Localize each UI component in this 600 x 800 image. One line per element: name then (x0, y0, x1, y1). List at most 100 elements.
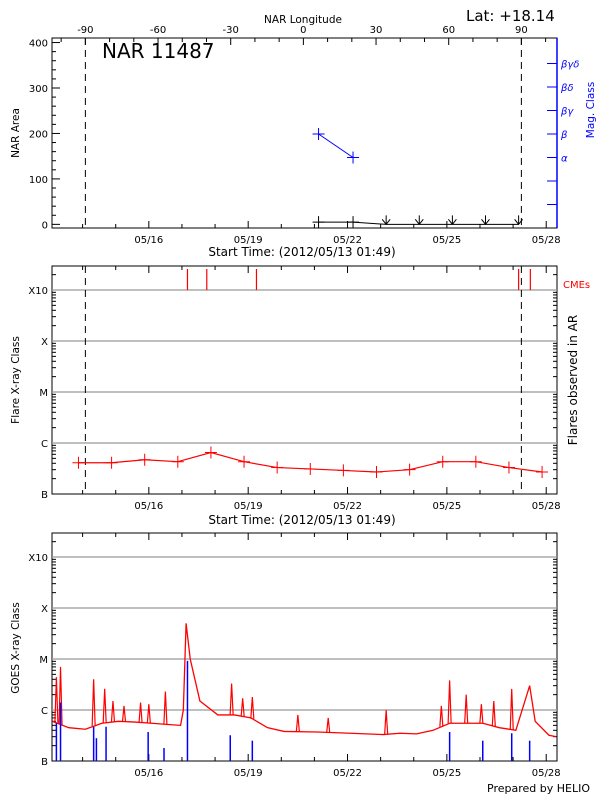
top-tick-label: -30 (223, 25, 239, 36)
flare-point (238, 455, 251, 468)
flare-point (271, 461, 284, 474)
x-tick-label: 05/16 (134, 501, 163, 512)
mag-class-tick-label: β (560, 130, 568, 141)
x-tick-label: 05/16 (134, 768, 163, 779)
y-tick-label: C (41, 706, 48, 717)
panel1-xlabel: Start Time: (2012/05/13 01:49) (208, 245, 395, 259)
flare-point (138, 453, 151, 466)
area-point (347, 216, 360, 229)
area-point (312, 216, 325, 229)
x-tick-label: 05/25 (432, 768, 461, 779)
top-tick-label: 90 (515, 25, 528, 36)
x-tick-label: 05/19 (234, 235, 263, 246)
panel2-right-label: Flares observed in AR (566, 315, 580, 445)
x-tick-label: 05/22 (333, 501, 362, 512)
panel2-xlabel: Start Time: (2012/05/13 01:49) (208, 513, 395, 527)
mag-class-tick-label: α (561, 154, 568, 165)
top-tick-label: 0 (300, 25, 306, 36)
goes-long-spike (110, 700, 116, 722)
area-upper-limit-arrow (414, 215, 424, 226)
flare-point (304, 462, 317, 475)
flare-point (469, 455, 482, 468)
y-tick-label: 100 (29, 175, 48, 186)
goes-long-spike (240, 698, 245, 717)
area-upper-limit-arrow (481, 215, 490, 226)
goes-long-spike (138, 702, 143, 723)
x-tick-label: 05/19 (234, 501, 263, 512)
y-tick-label: M (39, 388, 48, 399)
mag-class-tick-label: βγδ (560, 60, 579, 71)
x-tick-label: 05/25 (432, 501, 461, 512)
flare-point (171, 455, 184, 468)
panel3-ylabel: GOES X-ray Class (10, 602, 22, 693)
mag-class-point (347, 151, 360, 164)
y-tick-label: B (41, 490, 48, 501)
y-tick-label: 0 (42, 220, 48, 231)
x-tick-label: 05/28 (532, 501, 561, 512)
goes-long-spike (91, 679, 96, 727)
goes-long-spike (163, 691, 168, 725)
panel2-ylabel: Flare X-ray Class (10, 336, 22, 424)
x-tick-label: 05/25 (432, 235, 461, 246)
y-tick-label: 400 (29, 39, 48, 50)
area-upper-limit-arrow (447, 215, 457, 226)
x-tick-label: 05/28 (532, 768, 561, 779)
panel1-ylabel: NAR Area (10, 108, 22, 158)
flare-point (72, 456, 85, 469)
flare-point (337, 464, 350, 477)
goes-long-spike (384, 709, 389, 735)
top-tick-label: 60 (442, 25, 455, 36)
goes-long-spike (146, 704, 151, 724)
panel1-frame (51, 37, 558, 229)
y-tick-label: M (39, 655, 48, 666)
y-tick-label: X (41, 337, 48, 348)
flare-point (370, 466, 383, 478)
goes-long-spike (439, 705, 444, 727)
area-upper-limit-arrow (514, 215, 524, 226)
goes-long-line (52, 623, 557, 738)
goes-long-spike (464, 694, 469, 724)
goes-long-spike (326, 717, 331, 733)
panel2-frame (51, 265, 558, 495)
x-tick-label: 05/16 (134, 235, 163, 246)
goes-long-spike (58, 666, 63, 725)
x-tick-label: 05/22 (333, 768, 362, 779)
flare-point (204, 446, 217, 459)
flare-point (105, 456, 118, 469)
flare-point (403, 463, 416, 476)
mag-class-line (318, 133, 354, 158)
goes-long-spike (509, 688, 514, 730)
goes-long-spike (250, 696, 255, 719)
top-tick-label: -90 (77, 25, 93, 36)
y-tick-label: X10 (28, 286, 48, 297)
panel1-right-label: Mag. Class (585, 82, 597, 138)
flare-point (502, 461, 515, 474)
goes-long-spike (447, 680, 452, 724)
flare-point (436, 455, 449, 468)
top-axis-label: NAR Longitude (264, 14, 342, 26)
goes-long-spike (479, 704, 484, 724)
y-tick-label: B (41, 757, 48, 768)
lat-label: Lat: +18.14 (466, 7, 555, 25)
x-tick-label: 05/19 (234, 768, 263, 779)
flare-point (536, 466, 549, 478)
goes-long-spike (102, 688, 107, 723)
x-tick-label: 05/22 (333, 235, 362, 246)
area-upper-limit-arrow (381, 215, 391, 226)
y-tick-label: X (41, 604, 48, 615)
y-tick-label: 300 (29, 84, 48, 95)
goes-long-spike (491, 700, 496, 727)
y-tick-label: C (41, 439, 48, 450)
panel3-frame (51, 532, 558, 762)
y-tick-label: X10 (28, 553, 48, 564)
mag-class-tick-label: βδ (560, 83, 574, 94)
goes-long-spike (121, 705, 127, 722)
goes-long-spike (54, 677, 59, 723)
goes-long-spike (295, 714, 300, 732)
prepared-by: Prepared by HELIO (487, 782, 590, 795)
goes-long-spike (229, 683, 234, 715)
mag-class-tick-label: βγ (560, 107, 574, 118)
y-tick-label: 200 (29, 129, 48, 140)
top-tick-label: -60 (150, 25, 166, 36)
